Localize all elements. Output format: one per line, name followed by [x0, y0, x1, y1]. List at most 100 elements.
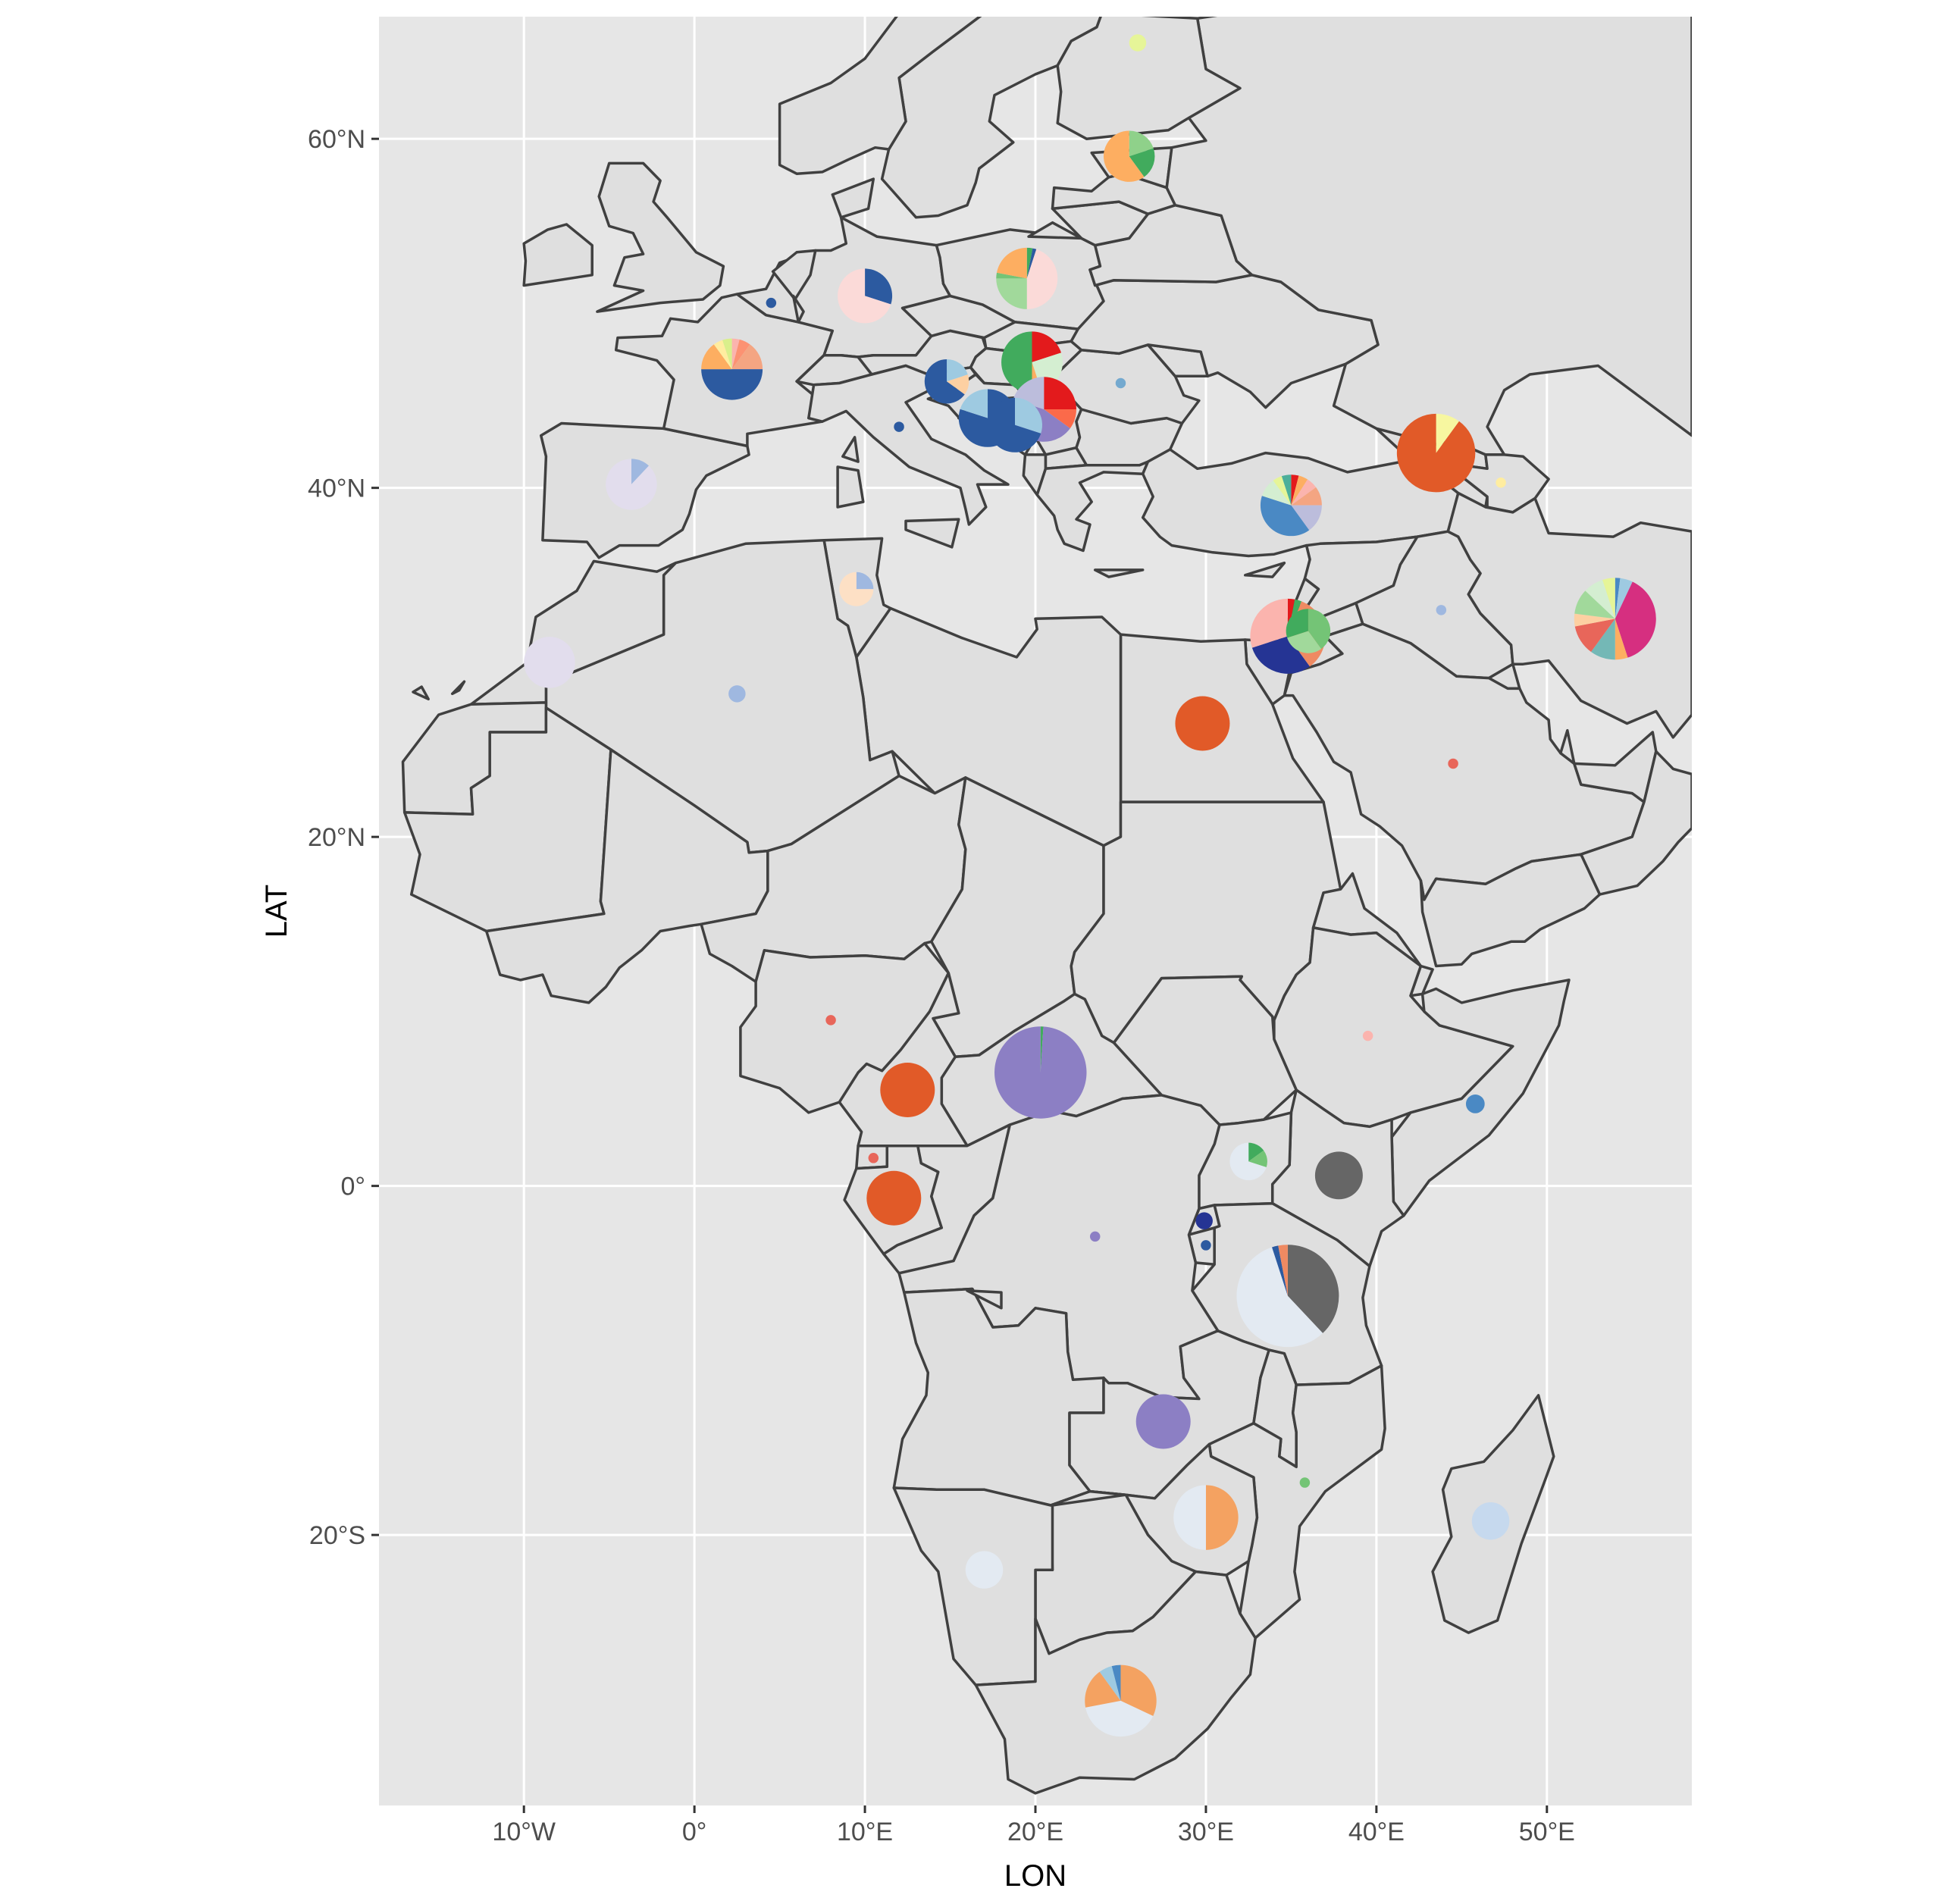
- pie-slice: [1129, 148, 1155, 177]
- pie-slice: [838, 268, 891, 324]
- y-tick-label: 60°N: [308, 125, 365, 154]
- pie-slice: [766, 297, 777, 308]
- pie-slice: [1026, 249, 1058, 309]
- pie-slice: [1591, 618, 1615, 660]
- pie-slice: [988, 397, 1041, 453]
- pie-slice: [965, 1551, 1004, 1589]
- pie-slice: [1175, 696, 1230, 751]
- pie-slice: [1436, 605, 1447, 615]
- pie-slice: [1291, 505, 1322, 531]
- pie-slice: [1032, 331, 1062, 362]
- pie-marker: [880, 1063, 935, 1117]
- pie-slice: [1173, 1485, 1206, 1550]
- pie-marker: [1286, 609, 1331, 653]
- pie-slice: [1299, 1477, 1311, 1488]
- country-shape-82: [892, 1486, 1127, 1686]
- country-shape-93: [450, 680, 466, 696]
- pie-slice: [731, 344, 763, 370]
- pie-slice: [1362, 1030, 1373, 1041]
- pie-marker: [701, 338, 763, 400]
- pie-slice: [1026, 248, 1037, 279]
- pie-slice: [1129, 130, 1154, 157]
- y-tick-label: 20°N: [308, 823, 365, 852]
- pie-markers: [524, 34, 1656, 1737]
- pie-marker: [1115, 377, 1126, 389]
- pie-slice: [994, 1026, 1087, 1119]
- pie-slice: [1111, 1664, 1121, 1701]
- pie-slice: [701, 344, 732, 370]
- pie-slice: [1471, 1502, 1510, 1540]
- pie-slice: [1248, 1142, 1264, 1162]
- pie-slice: [1205, 1485, 1239, 1550]
- pie-marker: [1436, 605, 1447, 615]
- pie-marker: [1471, 1502, 1510, 1540]
- pie-slice: [960, 389, 988, 418]
- pie-marker: [1362, 1030, 1373, 1041]
- country-shape-43: [1559, 728, 1576, 766]
- pie-slice: [731, 339, 750, 370]
- country-shape-5: [831, 177, 875, 219]
- pie-slice: [731, 338, 740, 370]
- pie-marker: [1229, 1142, 1267, 1181]
- country-borders: [401, 17, 1692, 1795]
- pie-slice: [722, 338, 732, 370]
- pie-slice: [894, 421, 904, 432]
- pie-slice: [1585, 579, 1615, 619]
- pie-slice: [996, 272, 1027, 279]
- x-tick-label: 10°E: [837, 1818, 893, 1846]
- pie-marker: [766, 297, 777, 308]
- pie-marker: [868, 1153, 879, 1163]
- pie-slice: [947, 374, 969, 395]
- pie-marker: [1175, 696, 1230, 751]
- pie-slice: [1085, 1671, 1121, 1708]
- pie-slice: [1291, 487, 1322, 506]
- pie-slice: [1396, 413, 1476, 493]
- x-axis: 10°W 0° 10°E 20°E 30°E 40°E 50°E: [492, 1805, 1575, 1846]
- pie-marker: [606, 459, 657, 510]
- pie-slice: [1103, 130, 1145, 182]
- pie-slice: [1291, 479, 1317, 506]
- pie-slice: [1236, 1247, 1323, 1348]
- pie-slice: [1574, 613, 1615, 627]
- country-shape-88: [841, 436, 860, 463]
- pie-slice: [868, 1153, 879, 1163]
- pie-marker: [1129, 34, 1147, 52]
- country-shape-96: [778, 17, 982, 175]
- pie-marker: [1496, 478, 1506, 488]
- country-shape-46: [1419, 853, 1602, 968]
- pie-marker: [1448, 758, 1458, 769]
- pie-slice: [1229, 1142, 1267, 1181]
- y-tick-label: 0°: [340, 1173, 365, 1201]
- country-shape-92: [791, 294, 805, 324]
- country-shape-30: [1027, 221, 1083, 240]
- pie-slice: [713, 340, 732, 370]
- pie-marker: [1396, 413, 1476, 493]
- pie-slice: [1291, 475, 1308, 506]
- country-shape-91: [771, 249, 817, 301]
- pie-slice: [1040, 1026, 1044, 1073]
- country-shape-52: [469, 559, 678, 706]
- pie-marker: [1299, 1477, 1311, 1488]
- x-tick-label: 30°E: [1178, 1818, 1234, 1846]
- pie-slice: [1251, 636, 1310, 674]
- x-tick-label: 20°E: [1007, 1818, 1063, 1846]
- pie-marker: [1574, 578, 1656, 660]
- country-shape-89: [1243, 561, 1286, 578]
- pie-marker: [1103, 130, 1155, 182]
- pie-marker: [728, 685, 746, 703]
- pie-slice: [947, 359, 968, 382]
- country-shape-85: [966, 1289, 1003, 1310]
- pie-slice: [1574, 618, 1615, 653]
- pie-slice: [865, 268, 893, 305]
- pie-marker: [894, 421, 904, 432]
- country-shape-54: [402, 706, 612, 933]
- pie-slice: [1260, 496, 1310, 537]
- pie-slice: [1026, 247, 1033, 279]
- pie-slice: [1314, 1151, 1363, 1200]
- pie-slice: [1044, 377, 1076, 410]
- pie-slice: [825, 1015, 836, 1026]
- pie-slice: [1044, 409, 1076, 429]
- country-shape-97: [1056, 17, 1242, 140]
- pie-slice: [1115, 377, 1126, 389]
